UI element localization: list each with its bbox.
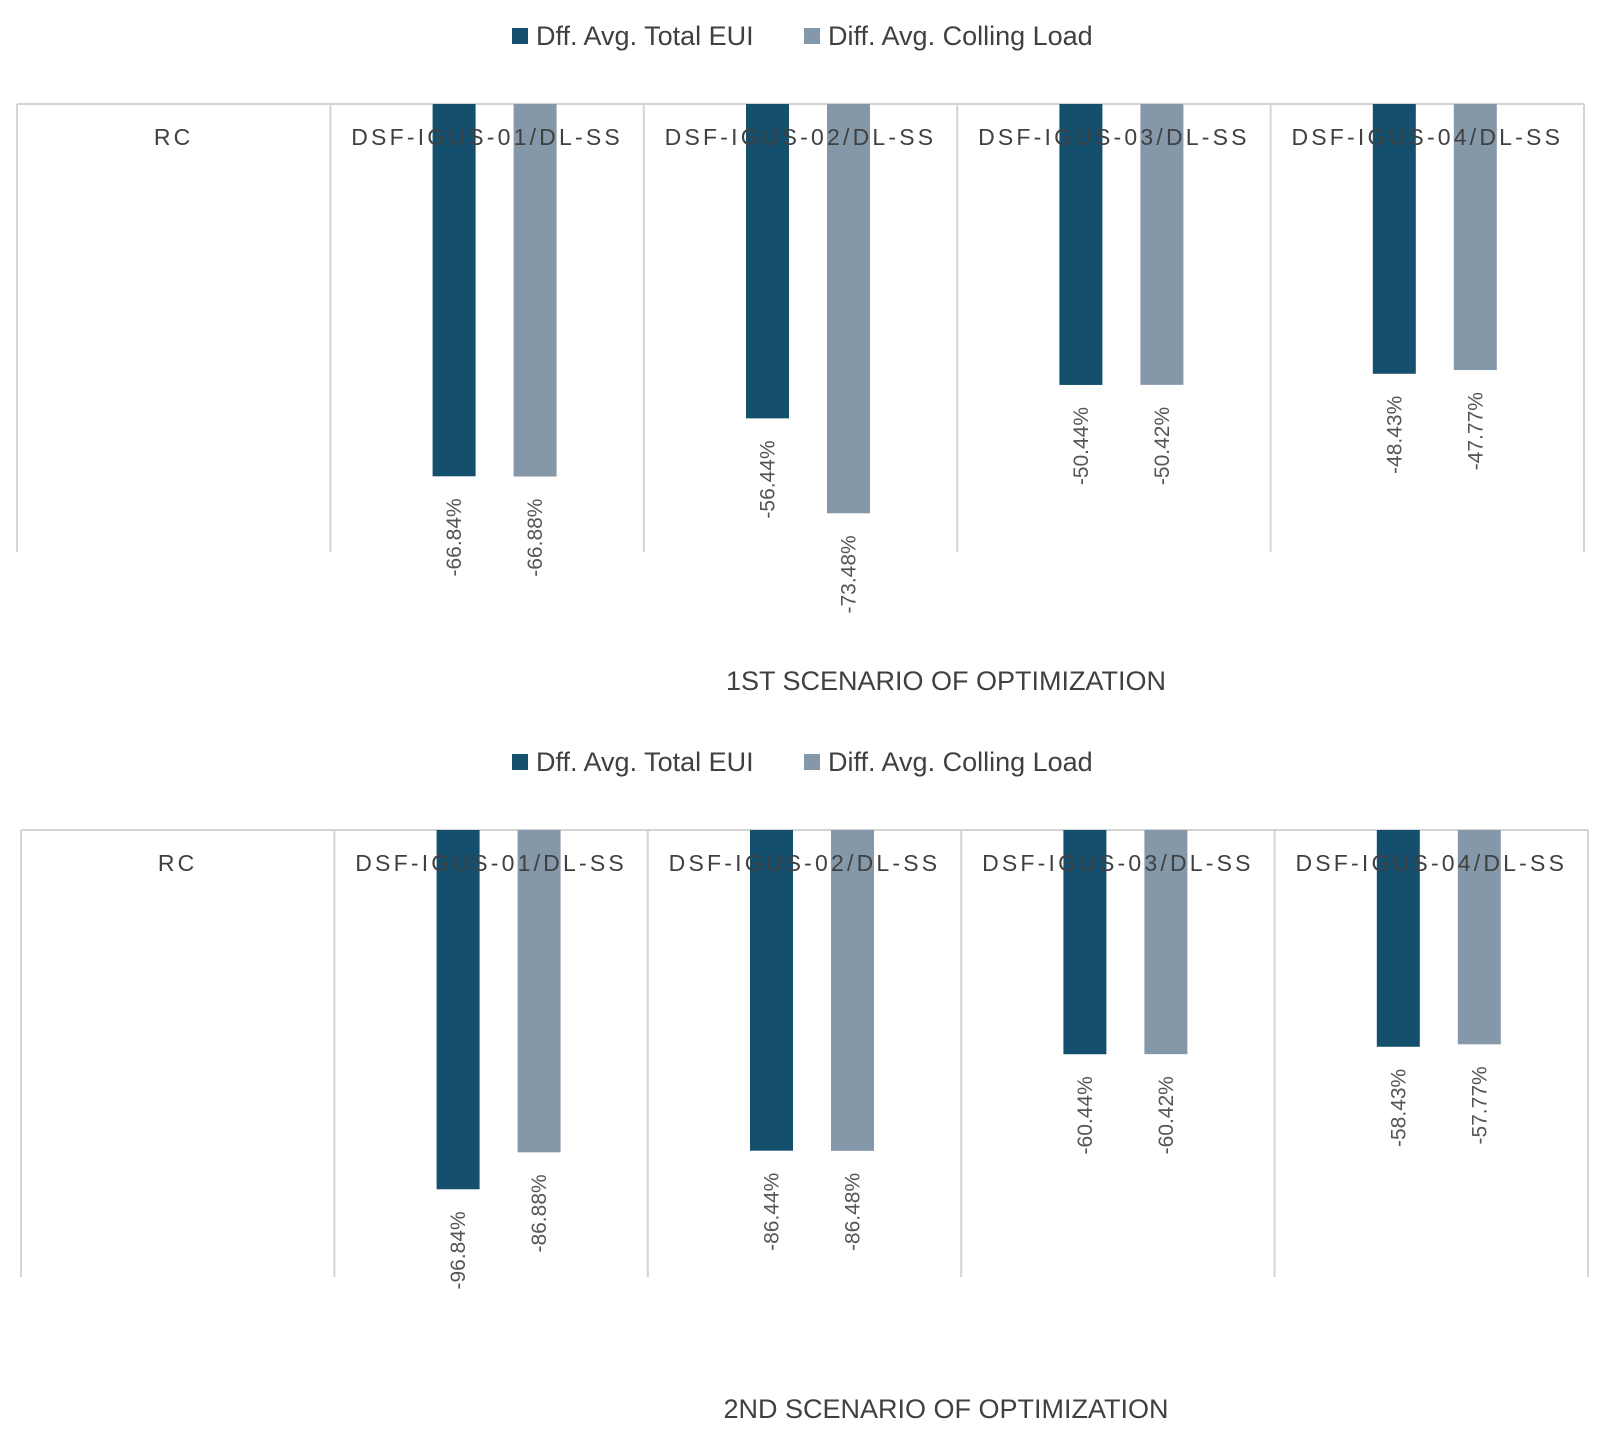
data-label: -58.43% xyxy=(1387,1069,1410,1147)
bar-eui xyxy=(1376,830,1420,1047)
bar-cooling xyxy=(827,104,870,514)
data-label: -66.84% xyxy=(443,498,466,576)
data-label: -73.48% xyxy=(838,535,861,613)
category-label: RC xyxy=(158,850,198,876)
legend-label: Diff. Avg. Colling Load xyxy=(828,747,1093,777)
legend-swatch xyxy=(512,754,528,770)
bar-eui xyxy=(750,830,793,1151)
data-label: -56.44% xyxy=(757,440,780,518)
legend-label: Dff. Avg. Total EUI xyxy=(536,747,754,777)
category-label: DSF-IGUS-02/DL-SS xyxy=(669,850,941,876)
data-label: -60.44% xyxy=(1074,1076,1097,1154)
category-label: DSF-IGUS-01/DL-SS xyxy=(355,850,627,876)
legend-swatch xyxy=(512,28,528,44)
data-label: -86.48% xyxy=(842,1173,865,1251)
legend-swatch xyxy=(804,28,820,44)
bar-cooling xyxy=(1453,104,1497,371)
bar-cooling xyxy=(831,830,874,1151)
data-label: -86.88% xyxy=(528,1174,551,1252)
category-label: DSF-IGUS-04/DL-SS xyxy=(1295,850,1567,876)
data-label: -60.42% xyxy=(1155,1076,1178,1154)
bar-cooling xyxy=(513,104,557,477)
chart-1: -66.84% -56.44% -50.44% -48.43% -66.88% -73.4… xyxy=(16,21,1585,696)
data-label: -50.44% xyxy=(1070,407,1093,485)
data-label: -96.84% xyxy=(447,1211,470,1289)
bar-cooling xyxy=(517,830,561,1153)
chart-2: -96.84% -86.44% -60.44% -58.43% -86.88% -86.4… xyxy=(20,747,1589,1424)
category-label: DSF-IGUS-01/DL-SS xyxy=(351,124,623,150)
data-label: -57.77% xyxy=(1468,1066,1491,1144)
category-label: RC xyxy=(154,124,194,150)
data-label: -66.88% xyxy=(524,499,547,577)
legend-swatch xyxy=(804,754,820,770)
category-label: DSF-IGUS-03/DL-SS xyxy=(978,124,1250,150)
data-label: -47.77% xyxy=(1464,392,1487,470)
data-label: -48.43% xyxy=(1383,396,1406,474)
bar-eui xyxy=(1059,104,1103,385)
data-label: -50.42% xyxy=(1151,407,1174,485)
legend-label: Dff. Avg. Total EUI xyxy=(536,21,754,51)
bar-cooling xyxy=(1140,104,1184,385)
bar-eui xyxy=(746,104,789,419)
category-label: DSF-IGUS-02/DL-SS xyxy=(665,124,937,150)
legend-label: Diff. Avg. Colling Load xyxy=(828,21,1093,51)
bar-cooling xyxy=(1144,830,1188,1055)
bar-eui xyxy=(1063,830,1107,1055)
chart-title: 2ND SCENARIO OF OPTIMIZATION xyxy=(723,1394,1168,1424)
chart-title: 1ST SCENARIO OF OPTIMIZATION xyxy=(726,666,1166,696)
legend: Dff. Avg. Total EUI Diff. Avg. Colling Lo… xyxy=(512,747,1093,777)
bar-eui xyxy=(436,830,480,1190)
bar-eui xyxy=(432,104,476,477)
category-label: DSF-IGUS-03/DL-SS xyxy=(982,850,1254,876)
data-label: -86.44% xyxy=(761,1173,784,1251)
bar-eui xyxy=(1372,104,1416,374)
bar-cooling xyxy=(1457,830,1501,1045)
legend: Dff. Avg. Total EUI Diff. Avg. Colling Lo… xyxy=(512,21,1093,51)
category-label: DSF-IGUS-04/DL-SS xyxy=(1291,124,1563,150)
